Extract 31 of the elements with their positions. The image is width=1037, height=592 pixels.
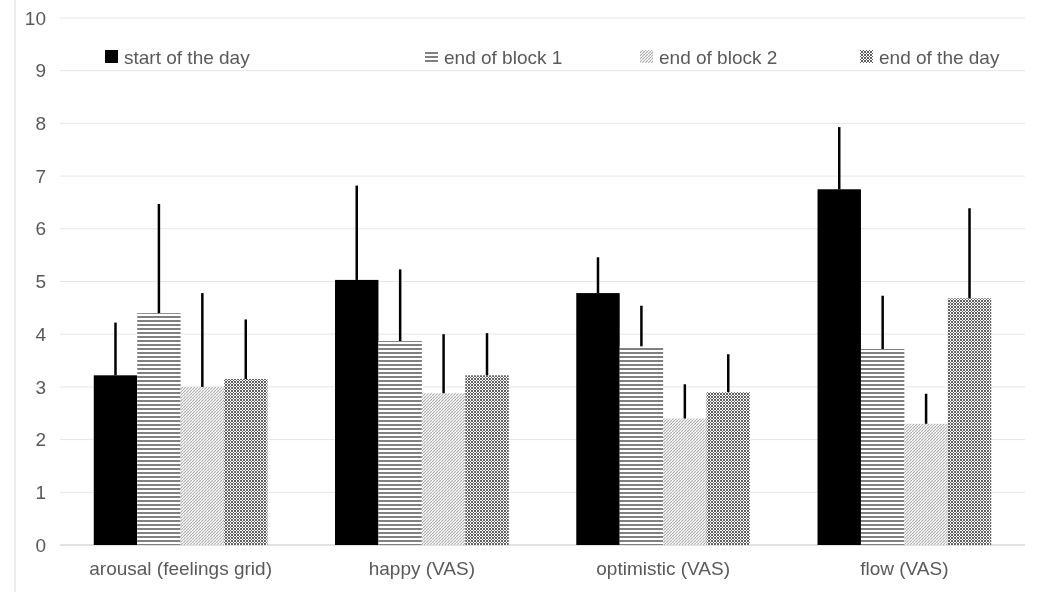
legend-label: start of the day (124, 46, 251, 68)
bar (663, 418, 707, 545)
y-tick-label: 8 (35, 113, 46, 135)
y-tick-label: 1 (35, 481, 46, 503)
x-tick-label: arousal (feelings grid) (89, 558, 272, 579)
bar (421, 393, 466, 545)
bar (224, 379, 268, 545)
x-tick-label: optimistic (VAS) (596, 558, 730, 579)
y-tick-label: 2 (35, 429, 46, 451)
legend-label: end of block 1 (444, 46, 563, 68)
y-tick-label: 7 (35, 165, 46, 187)
bar (619, 346, 664, 545)
bar (947, 298, 992, 545)
y-tick-label: 4 (35, 323, 47, 345)
x-tick-label: happy (VAS) (368, 558, 476, 579)
bar (706, 392, 750, 545)
bar (860, 348, 905, 545)
legend-label: end of block 2 (659, 46, 778, 68)
y-tick-label: 3 (35, 376, 46, 398)
y-tick-label: 9 (35, 60, 46, 82)
legend-label: end of the day (879, 46, 1000, 68)
x-tick-label: flow (VAS) (860, 558, 949, 579)
bar (904, 423, 948, 545)
y-tick-label: 0 (35, 534, 46, 556)
bar (180, 386, 225, 545)
y-tick-label: 10 (24, 7, 46, 29)
y-tick-label: 6 (35, 218, 46, 240)
y-tick-label: 5 (35, 271, 46, 293)
bar (378, 341, 422, 545)
bar (465, 375, 509, 545)
bar (137, 313, 181, 545)
